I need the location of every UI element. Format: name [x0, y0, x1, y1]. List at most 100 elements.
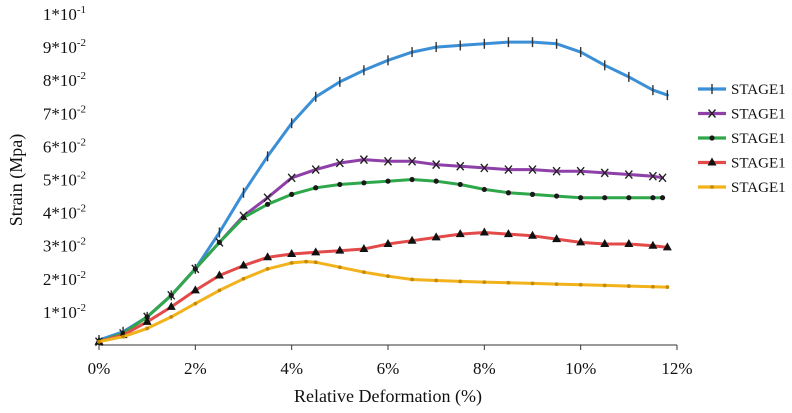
- legend-item: STAGE1: [698, 131, 786, 147]
- series-marker: [504, 165, 513, 175]
- series-marker: [311, 165, 320, 175]
- series-marker: [386, 274, 390, 279]
- series-marker: [651, 284, 655, 289]
- y-tick-exponent: -2: [77, 103, 86, 115]
- y-tick-label: 3*10-2: [43, 236, 86, 256]
- series-marker: [658, 173, 667, 183]
- y-tick-label: 2*10-2: [43, 269, 86, 289]
- legend-label: STAGE1: [731, 156, 786, 172]
- series-5: [97, 259, 670, 344]
- series-marker: [311, 247, 321, 256]
- series-marker: [648, 171, 657, 181]
- series-marker: [528, 230, 537, 239]
- series-marker: [240, 214, 247, 221]
- series-marker: [287, 173, 296, 183]
- y-tick-label: 5*10-2: [43, 170, 86, 190]
- y-tick-base: 7*10: [43, 104, 77, 123]
- series-marker: [263, 252, 273, 261]
- series-marker: [602, 195, 608, 201]
- series-marker: [482, 280, 487, 285]
- y-tick-base: 8*10: [43, 71, 77, 90]
- series-marker: [552, 234, 562, 243]
- series-marker: [337, 181, 343, 188]
- series-marker: [505, 190, 512, 196]
- y-tick-exponent: -2: [77, 236, 86, 248]
- series-marker: [479, 227, 489, 236]
- series-marker: [433, 178, 439, 184]
- x-tick-label: 10%: [565, 359, 596, 378]
- series-marker: [408, 156, 417, 166]
- y-axis-ticks: 1*10-22*10-23*10-24*10-25*10-26*10-27*10…: [43, 4, 86, 322]
- series-marker: [578, 195, 584, 201]
- series-marker: [142, 316, 152, 325]
- x-tick-label: 2%: [184, 359, 207, 378]
- y-tick-exponent: -2: [77, 269, 86, 281]
- series-marker: [665, 285, 670, 289]
- series-marker: [662, 242, 672, 251]
- series-3: [96, 176, 666, 345]
- y-tick-base: 1*10: [43, 5, 77, 24]
- series-marker: [554, 282, 559, 286]
- x-tick-label: 6%: [377, 359, 400, 378]
- series-marker: [337, 265, 342, 270]
- series-marker: [529, 191, 536, 197]
- series-marker: [457, 181, 463, 188]
- series-marker: [600, 239, 610, 248]
- legend-label: STAGE1: [731, 82, 786, 98]
- y-tick-exponent: -2: [77, 37, 86, 49]
- series-marker: [431, 232, 441, 241]
- series-marker: [626, 195, 632, 201]
- plot-area: [94, 37, 672, 347]
- series-marker: [121, 334, 125, 339]
- series-marker: [214, 270, 224, 279]
- series-marker: [359, 244, 369, 253]
- series-marker: [458, 279, 463, 284]
- series-marker: [241, 276, 246, 281]
- series-marker: [650, 195, 656, 201]
- y-tick-base: 9*10: [43, 38, 77, 57]
- series-marker: [503, 229, 513, 238]
- series-marker: [193, 301, 198, 306]
- series-marker: [626, 284, 631, 288]
- series-marker: [624, 239, 634, 248]
- series-marker: [169, 314, 174, 319]
- series-marker: [362, 270, 366, 275]
- series-marker: [313, 185, 319, 191]
- x-axis-ticks: 0% 2% 4% 6% 8% 10% 12%: [88, 345, 693, 378]
- series-line: [97, 260, 669, 344]
- y-tick-label: 7*10-2: [43, 103, 86, 123]
- y-tick-exponent: -2: [77, 136, 86, 148]
- series-marker: [709, 135, 715, 141]
- x-tick-label: 0%: [88, 359, 111, 378]
- series-marker: [576, 166, 585, 176]
- y-tick-exponent: -1: [77, 4, 86, 16]
- y-tick-label: 1*10-1: [43, 4, 86, 24]
- series-marker: [289, 261, 294, 265]
- y-tick-exponent: -2: [77, 203, 86, 215]
- series-marker: [528, 165, 537, 175]
- series-marker: [602, 283, 607, 288]
- series-marker: [313, 260, 318, 265]
- series-marker: [361, 180, 367, 186]
- x-tick-label: 8%: [473, 359, 496, 378]
- legend-label: STAGE1: [731, 131, 786, 147]
- series-marker: [263, 193, 272, 203]
- series-line: [97, 178, 664, 344]
- series-marker: [265, 266, 270, 271]
- series-marker: [480, 163, 489, 173]
- series-marker: [707, 157, 717, 166]
- y-axis-title: Strain (Mpa): [6, 134, 27, 226]
- series-marker: [239, 260, 248, 269]
- y-tick-exponent: -2: [77, 70, 86, 82]
- series-marker: [456, 161, 465, 171]
- series-marker: [97, 339, 101, 344]
- series-marker: [217, 288, 222, 293]
- series-marker: [624, 170, 633, 179]
- series-marker: [289, 191, 295, 197]
- x-tick-label: 12%: [661, 359, 692, 378]
- series-marker: [648, 240, 658, 249]
- series-marker: [335, 158, 344, 168]
- series-marker: [383, 156, 393, 166]
- series-marker: [434, 278, 439, 283]
